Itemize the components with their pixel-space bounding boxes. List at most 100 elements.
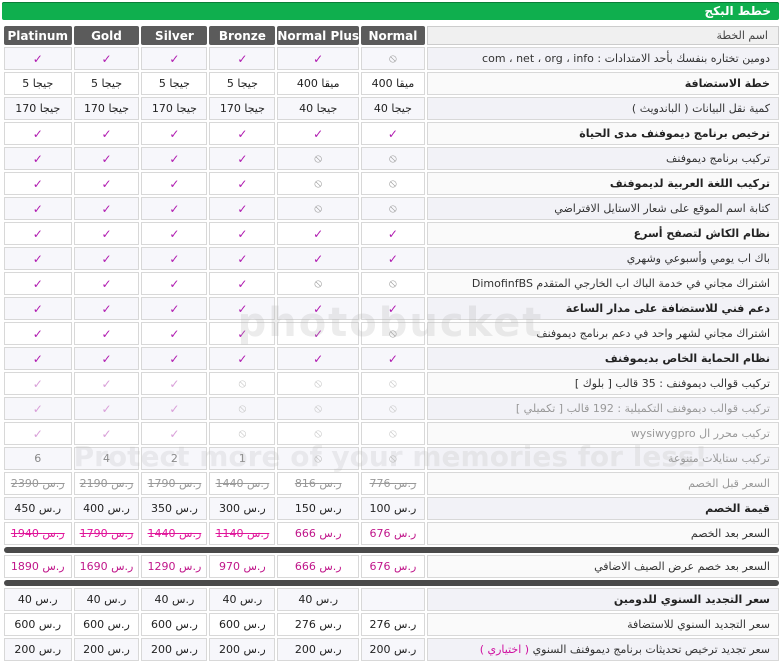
feature-row: ✓ ✓ ✓ ✓ ⦸ ⦸ تركيب برنامج ديموفنف: [4, 147, 779, 170]
plan-cell: ⦸: [361, 322, 425, 345]
unavailable-icon: ⦸: [238, 376, 247, 390]
cell-value: 600 ر.س: [151, 618, 198, 631]
check-icon: ✓: [32, 276, 43, 291]
plan-cell: ⦸: [277, 197, 360, 220]
check-icon: ✓: [101, 301, 112, 316]
plan-cell: ✓: [73, 422, 140, 445]
plan-cell: ✓: [361, 347, 425, 370]
check-icon: ✓: [237, 201, 248, 216]
plan-header-silver: Silver: [141, 26, 208, 45]
plan-cell: ⦸: [209, 397, 276, 420]
plan-cell: 2: [141, 447, 208, 470]
cell-value: 276 ر.س: [369, 618, 417, 631]
plan-header-bronze: Bronze: [209, 26, 276, 45]
cell-value: 200 ر.س: [294, 643, 342, 656]
plan-cell: ✓: [141, 172, 208, 195]
feature-row: ✓ ✓ ✓ ✓ ⦸ ⦸ اشتراك مجاني في خدمة الباك اب الخا…: [4, 272, 779, 295]
plan-cell: ✓: [141, 247, 208, 270]
check-icon: ✓: [101, 401, 112, 416]
unavailable-icon: ⦸: [388, 201, 397, 215]
plan-cell: ⦸: [361, 147, 425, 170]
plan-cell: 5 جيجا: [141, 72, 208, 95]
check-icon: ✓: [32, 326, 43, 341]
feature-row: ✓ ✓ ✓ ⦸ ⦸ ⦸ تركيب محرر ال wysiwygpro: [4, 422, 779, 445]
plan-cell: 170 جيجا: [141, 97, 208, 120]
plan-cell: ✓: [209, 197, 276, 220]
plan-cell: ✓: [141, 222, 208, 245]
feature-label-text: تركيب قوالب ديموفنف التكميلية : 192 قالب…: [515, 402, 770, 415]
plan-cell: ✓: [73, 172, 140, 195]
plan-cell: 816 ر.س: [277, 472, 360, 495]
check-icon: ✓: [169, 426, 180, 441]
plan-header-normal-plus: Normal Plus: [277, 26, 360, 45]
check-icon: ✓: [32, 176, 43, 191]
feature-row: 5 جيجا 5 جيجا 5 جيجا 5 جيجا 400 ميقا 400 ميقا…: [4, 72, 779, 95]
feature-label: السعر قبل الخصم: [426, 472, 779, 495]
plan-cell: 40 ر.س: [277, 588, 360, 611]
cell-value: 776 ر.س: [369, 477, 417, 490]
feature-label-text: السعر قبل الخصم: [688, 477, 770, 490]
cell-value: 200 ر.س: [151, 643, 198, 656]
plan-cell: ✓: [4, 222, 72, 245]
plan-cell: 1790 ر.س: [73, 522, 140, 545]
feature-label-text: السعر بعد خصم عرض الصيف الاضافي: [594, 560, 770, 573]
plan-cell: 1940 ر.س: [4, 522, 72, 545]
plan-cell: ✓: [209, 322, 276, 345]
feature-label: اشتراك مجاني في خدمة الباك اب الخارجي ال…: [426, 272, 779, 295]
plan-cell: ✓: [4, 47, 72, 70]
check-icon: ✓: [169, 326, 180, 341]
check-icon: ✓: [32, 226, 43, 241]
plan-cell: 40 ر.س: [73, 588, 140, 611]
check-icon: ✓: [32, 426, 43, 441]
cell-value: 1690 ر.س: [79, 560, 134, 573]
cell-value: 40 ر.س: [298, 593, 339, 606]
plan-cell: 40 ر.س: [141, 588, 208, 611]
cell-value: 400 ميقا: [296, 77, 340, 90]
plan-cell: 200 ر.س: [141, 638, 208, 661]
check-icon: ✓: [237, 151, 248, 166]
cell-value: 600 ر.س: [83, 618, 130, 631]
check-icon: ✓: [101, 176, 112, 191]
cell-value: 676 ر.س: [369, 560, 417, 573]
feature-row: ✓ ✓ ✓ ✓ ✓ ⦸ اشتراك مجاني لشهر واحد في دعم برنا…: [4, 322, 779, 345]
cell-value: 666 ر.س: [294, 527, 342, 540]
plan-cell: 1890 ر.س: [4, 555, 72, 578]
feature-row: 2390 ر.س 2190 ر.س 1790 ر.س 1440 ر.س 816 ر.س 7…: [4, 472, 779, 495]
feature-row: ✓ ✓ ✓ ✓ ✓ ✓ ترخيص برنامج ديموفنف مدى الحياة: [4, 122, 779, 145]
plan-cell: ✓: [209, 122, 276, 145]
plan-cell: ✓: [209, 297, 276, 320]
plans-table-body: ✓ ✓ ✓ ✓ ✓ ⦸ دومين تختاره بنفسك بأحد الامتدادات…: [4, 47, 779, 661]
feature-label-text: تركيب ستايلات متنوعة: [667, 452, 770, 465]
cell-value: 5 جيجا: [90, 77, 123, 90]
feature-row: 450 ر.س 400 ر.س 350 ر.س 300 ر.س 150 ر.س 100 ر…: [4, 497, 779, 520]
feature-label: السعر بعد الخصم: [426, 522, 779, 545]
feature-label: تركيب قوالب ديموفنف التكميلية : 192 قالب…: [426, 397, 779, 420]
check-icon: ✓: [32, 151, 43, 166]
plan-cell: ✓: [4, 397, 72, 420]
plan-cell: ✓: [73, 322, 140, 345]
plan-cell: ✓: [141, 422, 208, 445]
plan-cell: 970 ر.س: [209, 555, 276, 578]
check-icon: ✓: [387, 226, 398, 241]
plan-cell: 2190 ر.س: [73, 472, 140, 495]
plan-cell: 600 ر.س: [4, 613, 72, 636]
check-icon: ✓: [32, 301, 43, 316]
summer-offer-row: 1890 ر.س 1690 ر.س 1290 ر.س 970 ر.س 666 ر.س 67…: [4, 555, 779, 578]
plan-cell: 2390 ر.س: [4, 472, 72, 495]
plan-cell: 170 جيجا: [209, 97, 276, 120]
plan-cell: ⦸: [277, 147, 360, 170]
check-icon: ✓: [32, 401, 43, 416]
plan-cell: [361, 588, 425, 611]
cell-value: 5 جيجا: [158, 77, 190, 90]
unavailable-icon: ⦸: [388, 326, 397, 340]
feature-row: ✓ ✓ ✓ ⦸ ⦸ ⦸ تركيب قوالب ديموفنف التكميلية : 19…: [4, 397, 779, 420]
cell-value: 2390 ر.س: [10, 477, 65, 490]
feature-label-text: سعر تجديد ترخيص تحديثات برنامج ديموفنف ا…: [532, 643, 770, 656]
plan-cell: 600 ر.س: [141, 613, 208, 636]
check-icon: ✓: [101, 226, 112, 241]
plan-cell: ✓: [141, 372, 208, 395]
plan-cell: ✓: [141, 347, 208, 370]
cell-value: 150 ر.س: [294, 502, 342, 515]
plan-header-platinum: Platinum: [4, 26, 72, 45]
plan-cell: ✓: [209, 172, 276, 195]
